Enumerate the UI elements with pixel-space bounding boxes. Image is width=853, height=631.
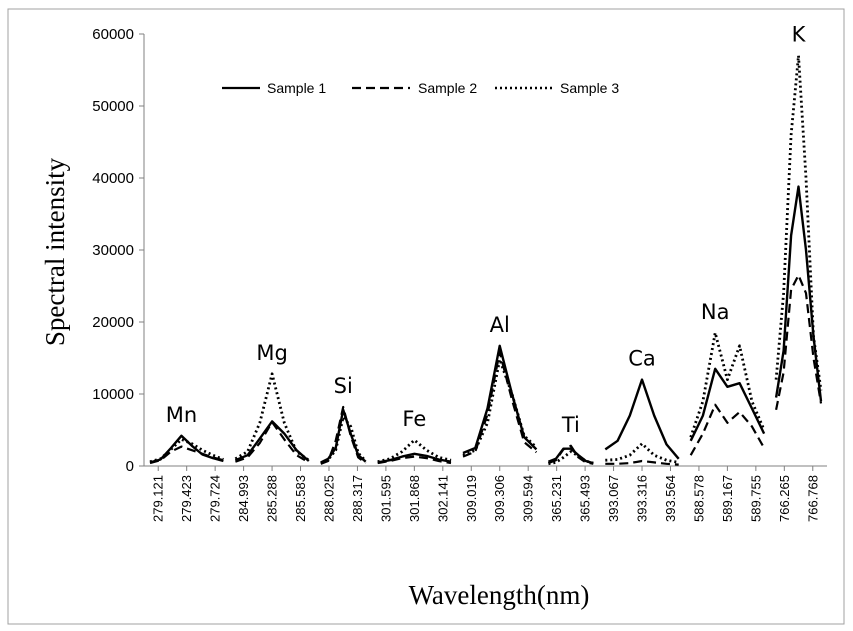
x-tick-label: 285.583 <box>293 475 308 522</box>
series-line-sample-2-si <box>320 405 367 465</box>
series-line-sample-2-mg <box>235 421 310 464</box>
x-tick-label: 309.019 <box>464 475 479 522</box>
x-tick-label: 365.231 <box>549 475 564 522</box>
series-line-sample-1-ca <box>604 378 680 460</box>
x-axis: 279.121 279.423 279.724 284.993 285.288 285.5… <box>144 465 827 522</box>
series-line-sample-3-k <box>774 54 823 391</box>
y-tick-label: 50000 <box>92 98 134 115</box>
element-label-mg: Mg <box>256 341 287 365</box>
series-line-sample-2-al <box>462 351 538 458</box>
series-line-sample-1-na <box>689 367 766 442</box>
legend-label-sample-2: Sample 2 <box>418 80 477 96</box>
series-line-sample-2-ti <box>548 444 594 465</box>
y-axis: 0 10000 20000 30000 40000 50000 60000 <box>92 26 145 475</box>
series-line-sample-1-fe <box>377 452 452 464</box>
legend-label-sample-1: Sample 1 <box>267 80 326 96</box>
element-labels: Mn Mg Si Fe Al Ti Ca Na K <box>166 23 807 437</box>
x-tick-label: 279.121 <box>151 475 166 522</box>
x-tick-label: 285.288 <box>265 475 280 522</box>
element-label-si: Si <box>334 374 353 398</box>
x-tick-label: 279.724 <box>208 475 223 522</box>
x-tick-label: 288.025 <box>321 475 336 522</box>
x-tick-label: 393.564 <box>663 475 678 522</box>
x-tick-label: 284.993 <box>236 475 251 522</box>
x-tick-label: 309.306 <box>492 475 507 522</box>
series-line-sample-2-mn <box>149 445 224 465</box>
y-axis-title: Spectral intensity <box>40 157 70 346</box>
element-label-fe: Fe <box>402 407 426 431</box>
x-tick-label: 393.316 <box>635 475 650 522</box>
element-label-k: K <box>792 23 807 47</box>
element-label-ti: Ti <box>561 413 580 437</box>
x-tick-label: 301.595 <box>378 475 393 522</box>
element-label-al: Al <box>490 313 510 337</box>
x-tick-label: 589.755 <box>748 475 763 522</box>
y-tick-label: 20000 <box>92 314 134 331</box>
legend-label-sample-3: Sample 3 <box>560 80 619 96</box>
series-line-sample-1-mn <box>149 434 224 464</box>
series-line-sample-3-na <box>689 331 766 438</box>
series-line-sample-3-fe <box>377 438 452 464</box>
legend: Sample 1 Sample 2 Sample 3 <box>222 80 619 96</box>
series-line-sample-2-na <box>689 403 766 456</box>
x-tick-label: 766.768 <box>805 475 820 522</box>
x-tick-label: 393.067 <box>606 475 621 522</box>
x-tick-label: 589.167 <box>720 475 735 522</box>
element-label-ca: Ca <box>628 347 656 371</box>
x-tick-label: 302.141 <box>435 475 450 522</box>
series-line-sample-2-fe <box>377 455 452 465</box>
x-tick-label: 365.493 <box>578 475 593 522</box>
x-tick-label: 301.868 <box>407 475 422 522</box>
y-tick-label: 0 <box>126 458 134 475</box>
y-tick-label: 40000 <box>92 170 134 187</box>
element-label-mn: Mn <box>166 403 197 427</box>
series-line-sample-3-al <box>462 357 538 457</box>
x-tick-label: 288.317 <box>350 475 365 522</box>
series-line-sample-3-mg <box>234 372 310 462</box>
x-axis-title: Wavelength(nm) <box>409 580 590 610</box>
x-tick-label: 588.578 <box>691 475 706 522</box>
x-tick-label: 279.423 <box>179 475 194 522</box>
series-line-sample-3-ti <box>548 450 594 466</box>
series-lines <box>149 54 823 466</box>
x-tick-label: 766.265 <box>777 475 792 522</box>
chart-frame <box>7 8 845 625</box>
series-line-sample-1-ti <box>547 447 594 465</box>
element-label-na: Na <box>701 300 730 324</box>
series-line-sample-3-mn <box>149 437 224 464</box>
y-tick-label: 60000 <box>92 26 134 43</box>
x-tick-label: 309.594 <box>521 475 536 522</box>
y-tick-label: 10000 <box>92 386 134 403</box>
y-tick-label: 30000 <box>92 242 134 259</box>
series-line-sample-2-ca <box>605 459 679 466</box>
